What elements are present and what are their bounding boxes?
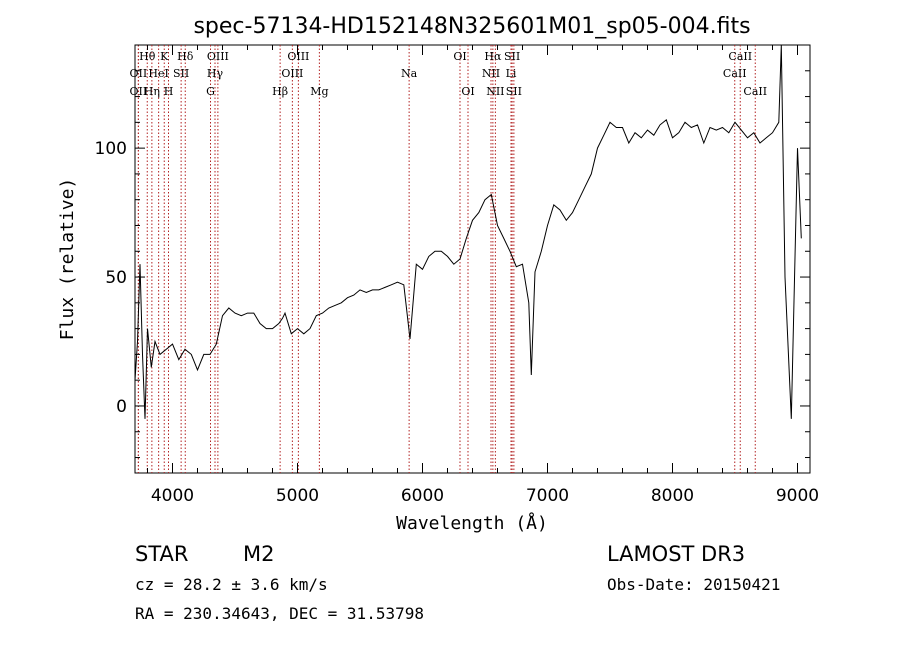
y-axis-label: Flux (relative) — [57, 178, 78, 341]
line-label-20: Hα — [484, 50, 502, 63]
line-label-21: NII — [486, 85, 504, 98]
observation-date: Obs-Date: 20150421 — [607, 575, 780, 594]
line-label-14: OIII — [287, 50, 309, 63]
x-tick-label: 9000 — [776, 486, 819, 506]
spectrum-line — [134, 44, 802, 419]
line-label-8: Hδ — [177, 50, 194, 63]
line-label-25: CaII — [723, 67, 747, 80]
object-class: STAR — [135, 542, 188, 566]
survey-name: LAMOST DR3 — [607, 542, 745, 566]
line-label-22: Li — [506, 67, 517, 80]
x-tick-label: 5000 — [276, 486, 319, 506]
line-label-23: SII — [504, 50, 520, 63]
line-label-13: OIII — [281, 67, 303, 80]
x-axis-label: Wavelength (Å) — [396, 512, 548, 534]
x-tick-label: 4000 — [151, 486, 194, 506]
x-axis-ticks: 4000 5000 6000 7000 8000 9000 — [147, 45, 819, 506]
y-tick-label: 0 — [116, 397, 127, 417]
x-tick-label: 7000 — [526, 486, 569, 506]
line-label-24: SII — [506, 85, 522, 98]
line-label-6: H — [164, 85, 174, 98]
line-label-15: Mg — [310, 85, 328, 98]
line-label-4: HeI — [148, 67, 168, 80]
x-tick-label: 6000 — [401, 486, 444, 506]
line-label-9: G — [206, 85, 215, 98]
y-tick-label: 100 — [95, 139, 127, 159]
line-label-3: Hη — [144, 85, 160, 98]
line-label-1: OII — [130, 67, 148, 80]
line-label-11: OIII — [207, 50, 229, 63]
line-label-2: OII — [130, 85, 148, 98]
plot-frame — [134, 44, 811, 474]
line-label-12: Hβ — [272, 85, 288, 98]
line-label-19: NII — [482, 67, 500, 80]
line-label-16: Na — [401, 67, 418, 80]
line-label-17: OI — [453, 50, 466, 63]
x-tick-label: 8000 — [651, 486, 694, 506]
redshift-readout: cz = 28.2 ± 3.6 km/s — [135, 575, 328, 594]
line-label-18: OI — [461, 85, 474, 98]
object-subclass: M2 — [243, 542, 274, 566]
spectral-line-labels: HθOIIOIIHηHeIKHSIIHδGHγOIIIHβOIIIOIIIMgN… — [130, 50, 768, 98]
chart-title: spec-57134-HD152148N325601M01_sp05-004.f… — [193, 14, 750, 39]
y-tick-label: 50 — [105, 268, 127, 288]
line-label-7: SII — [173, 67, 189, 80]
line-label-0: Hθ — [139, 50, 156, 63]
spectral-line-markers — [137, 45, 756, 473]
coordinates-readout: RA = 230.34643, DEC = 31.53798 — [135, 604, 424, 623]
line-label-26: CaII — [728, 50, 752, 63]
line-label-27: CaII — [743, 85, 767, 98]
line-label-5: K — [160, 50, 169, 63]
line-label-10: Hγ — [207, 67, 224, 80]
y-axis-ticks: 0 50 100 — [95, 44, 810, 459]
